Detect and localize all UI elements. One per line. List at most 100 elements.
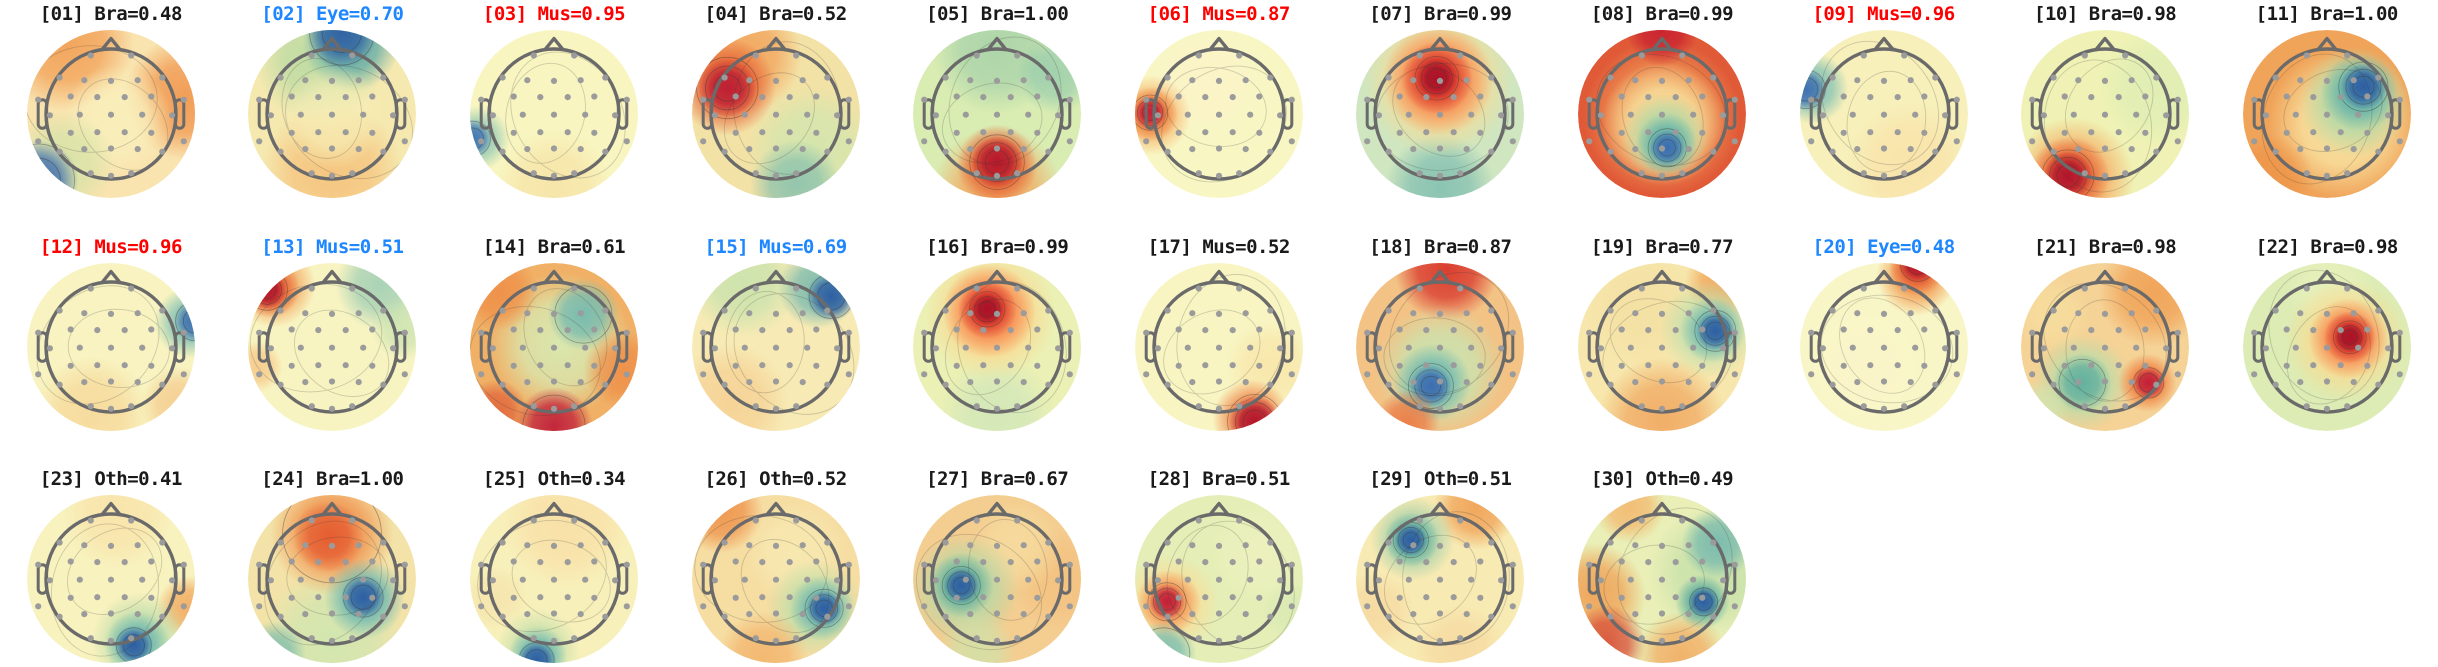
- topomap-cell: [02] Eye=0.70: [222, 2, 444, 204]
- electrode-dots: [1807, 52, 1960, 179]
- topomap-cell: [11] Bra=1.00: [2216, 2, 2438, 204]
- topomap: [2021, 30, 2190, 198]
- component-title: [22] Bra=0.98: [2255, 236, 2399, 258]
- component-title: [26] Oth=0.52: [704, 468, 847, 490]
- topomap-cell: [30] Oth=0.49: [1551, 467, 1773, 667]
- electrode-dots: [921, 52, 1074, 179]
- electrode-dots: [2250, 52, 2403, 179]
- topomap-cell: [10] Bra=0.98: [1994, 2, 2216, 204]
- component-title: [25] Oth=0.34: [482, 468, 626, 490]
- electrode-dots: [34, 52, 187, 179]
- electrode-dots: [478, 52, 630, 179]
- topomap-cell: [17] Mus=0.52: [1108, 235, 1330, 437]
- topomap-cell: [18] Bra=0.87: [1330, 235, 1552, 437]
- topomap: [248, 30, 417, 198]
- electrode-dots: [478, 285, 630, 412]
- topomap: [469, 263, 638, 431]
- topomap-cell: [07] Bra=0.99: [1330, 2, 1552, 204]
- topomap: [1134, 30, 1303, 198]
- electrode-dots: [1364, 52, 1517, 179]
- topomap: [1577, 263, 1746, 431]
- topomap-cell: [28] Bra=0.51: [1108, 467, 1330, 667]
- topomap: [469, 30, 638, 198]
- topomap: [26, 30, 195, 198]
- topomap-cell: [22] Bra=0.98: [2216, 235, 2438, 437]
- component-title: [21] Bra=0.98: [2034, 236, 2177, 258]
- topomap-cell: [12] Mus=0.96: [0, 235, 222, 437]
- topomap-cell: [14] Bra=0.61: [443, 235, 665, 437]
- topomap: [691, 495, 860, 663]
- topomap-cell: [06] Mus=0.87: [1108, 2, 1330, 204]
- topomap-cell: [24] Bra=1.00: [222, 467, 444, 667]
- topomap: [1799, 263, 1968, 431]
- component-title: [27] Bra=0.67: [926, 468, 1069, 490]
- topomap-row-3: [23] Oth=0.41 [24] Bra=1.00 [25] Oth=0.34 […: [0, 467, 2438, 667]
- component-title: [24] Bra=1.00: [261, 468, 404, 490]
- topomap: [691, 30, 860, 198]
- topomap: [248, 263, 417, 431]
- electrode-dots: [699, 52, 852, 179]
- component-title: [23] Oth=0.41: [39, 468, 183, 490]
- topomap: [1134, 495, 1303, 663]
- electrode-dots: [1586, 285, 1738, 412]
- topomap-cell: [08] Bra=0.99: [1551, 2, 1773, 204]
- topomap-cell: [09] Mus=0.96: [1773, 2, 1995, 204]
- component-title: [06] Mus=0.87: [1147, 3, 1291, 25]
- electrode-dots: [2250, 285, 2403, 412]
- topomap-cell: [26] Oth=0.52: [665, 467, 887, 667]
- topomap: [1134, 263, 1303, 431]
- electrode-dots: [2029, 52, 2182, 179]
- topomap: [248, 495, 417, 663]
- topomap-cell: [15] Mus=0.69: [665, 235, 887, 437]
- electrode-dots: [1807, 285, 1960, 412]
- topomap-cell: [05] Bra=1.00: [886, 2, 1108, 204]
- electrode-dots: [699, 285, 852, 412]
- topomap: [913, 30, 1082, 198]
- component-title: [08] Bra=0.99: [1590, 3, 1734, 25]
- topomap-row-1: [01] Bra=0.48 [02] Eye=0.70 [03] Mus=0.95 […: [0, 2, 2438, 204]
- electrode-dots: [2029, 285, 2182, 412]
- component-title: [18] Bra=0.87: [1369, 236, 1512, 258]
- component-title: [29] Oth=0.51: [1369, 468, 1512, 490]
- electrode-dots: [699, 517, 852, 644]
- electrode-dots: [478, 517, 630, 644]
- electrode-dots: [1586, 52, 1738, 179]
- topomap: [1356, 495, 1525, 663]
- topomap: [469, 495, 638, 663]
- component-title: [11] Bra=1.00: [2255, 3, 2399, 25]
- electrode-dots: [1586, 517, 1738, 644]
- topomap: [691, 263, 860, 431]
- component-title: [03] Mus=0.95: [482, 3, 626, 25]
- topomap: [913, 495, 1082, 663]
- electrode-dots: [1364, 517, 1517, 644]
- electrode-dots: [1364, 285, 1517, 412]
- component-title: [14] Bra=0.61: [482, 236, 626, 258]
- topomap-cell: [25] Oth=0.34: [443, 467, 665, 667]
- topomap: [2021, 263, 2190, 431]
- component-title: [19] Bra=0.77: [1590, 236, 1734, 258]
- topomap-cell: [04] Bra=0.52: [665, 2, 887, 204]
- component-title: [02] Eye=0.70: [261, 3, 404, 25]
- topomap-cell: [01] Bra=0.48: [0, 2, 222, 204]
- topomap: [2242, 30, 2411, 198]
- electrode-dots: [256, 52, 409, 179]
- topomap: [1799, 30, 1968, 198]
- electrode-dots: [1142, 285, 1295, 412]
- electrode-dots: [921, 517, 1074, 644]
- component-title: [10] Bra=0.98: [2034, 3, 2177, 25]
- component-title: [30] Oth=0.49: [1590, 468, 1734, 490]
- topomap-row-2: [12] Mus=0.96 [13] Mus=0.51 [14] Bra=0.61 […: [0, 235, 2438, 437]
- component-title: [07] Bra=0.99: [1369, 3, 1512, 25]
- component-title: [17] Mus=0.52: [1147, 236, 1291, 258]
- component-title: [05] Bra=1.00: [926, 3, 1069, 25]
- topomap: [26, 495, 195, 663]
- electrode-dots: [1142, 52, 1295, 179]
- topomap-cell: [16] Bra=0.99: [886, 235, 1108, 437]
- component-title: [09] Mus=0.96: [1812, 3, 1955, 25]
- topomap-cell: [20] Eye=0.48: [1773, 235, 1995, 437]
- electrode-dots: [1142, 517, 1295, 644]
- topomap: [1577, 495, 1746, 663]
- topomap: [26, 263, 195, 431]
- component-title: [20] Eye=0.48: [1812, 236, 1955, 258]
